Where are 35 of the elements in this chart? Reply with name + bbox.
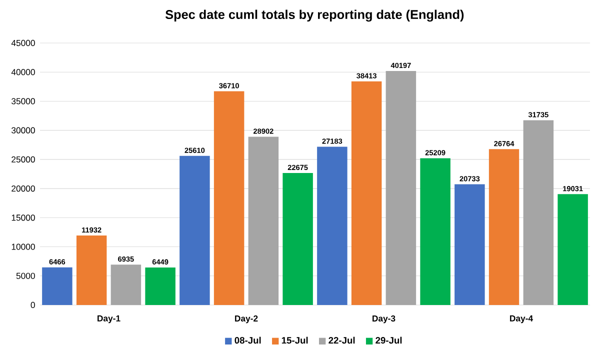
legend-label: 22-Jul: [328, 336, 355, 344]
y-tick-label: 5000: [16, 272, 35, 279]
bar: [488, 149, 520, 305]
y-tick-label: 20000: [12, 185, 35, 192]
bar: [214, 91, 244, 305]
bar: [454, 184, 485, 305]
x-tick-label: Day-1: [98, 315, 120, 324]
bar: [420, 158, 450, 305]
chart-title: Spec date cuml totals by reporting date (England): [165, 10, 464, 22]
bar: [317, 146, 348, 305]
x-tick-label: Day-4: [510, 315, 533, 324]
bar: [110, 264, 142, 305]
bar: [558, 194, 588, 305]
x-tick-label: Day-2: [235, 315, 258, 324]
bar: [42, 267, 72, 305]
bar: [248, 136, 279, 305]
y-tick-label: 10000: [12, 244, 35, 250]
legend-label: 29-Jul: [376, 336, 402, 344]
x-tick-label: Day-3: [372, 315, 396, 324]
y-tick-label: 25000: [12, 156, 35, 163]
y-tick-label: 30000: [12, 127, 35, 134]
bar: [523, 120, 554, 305]
y-tick-label: 0: [30, 302, 35, 308]
y-tick-label: 45000: [11, 40, 35, 46]
bar: [351, 81, 382, 305]
bar: [386, 70, 416, 305]
bar: [180, 156, 210, 305]
y-tick-label: 40000: [11, 69, 35, 76]
y-tick-label: 15000: [12, 214, 35, 221]
y-tick-label: 35000: [12, 98, 35, 104]
legend-label: 15-Jul: [282, 336, 308, 344]
bar: [282, 172, 313, 305]
legend-label: 08-Jul: [234, 336, 261, 344]
bar: [145, 267, 176, 305]
bar: [76, 236, 107, 305]
